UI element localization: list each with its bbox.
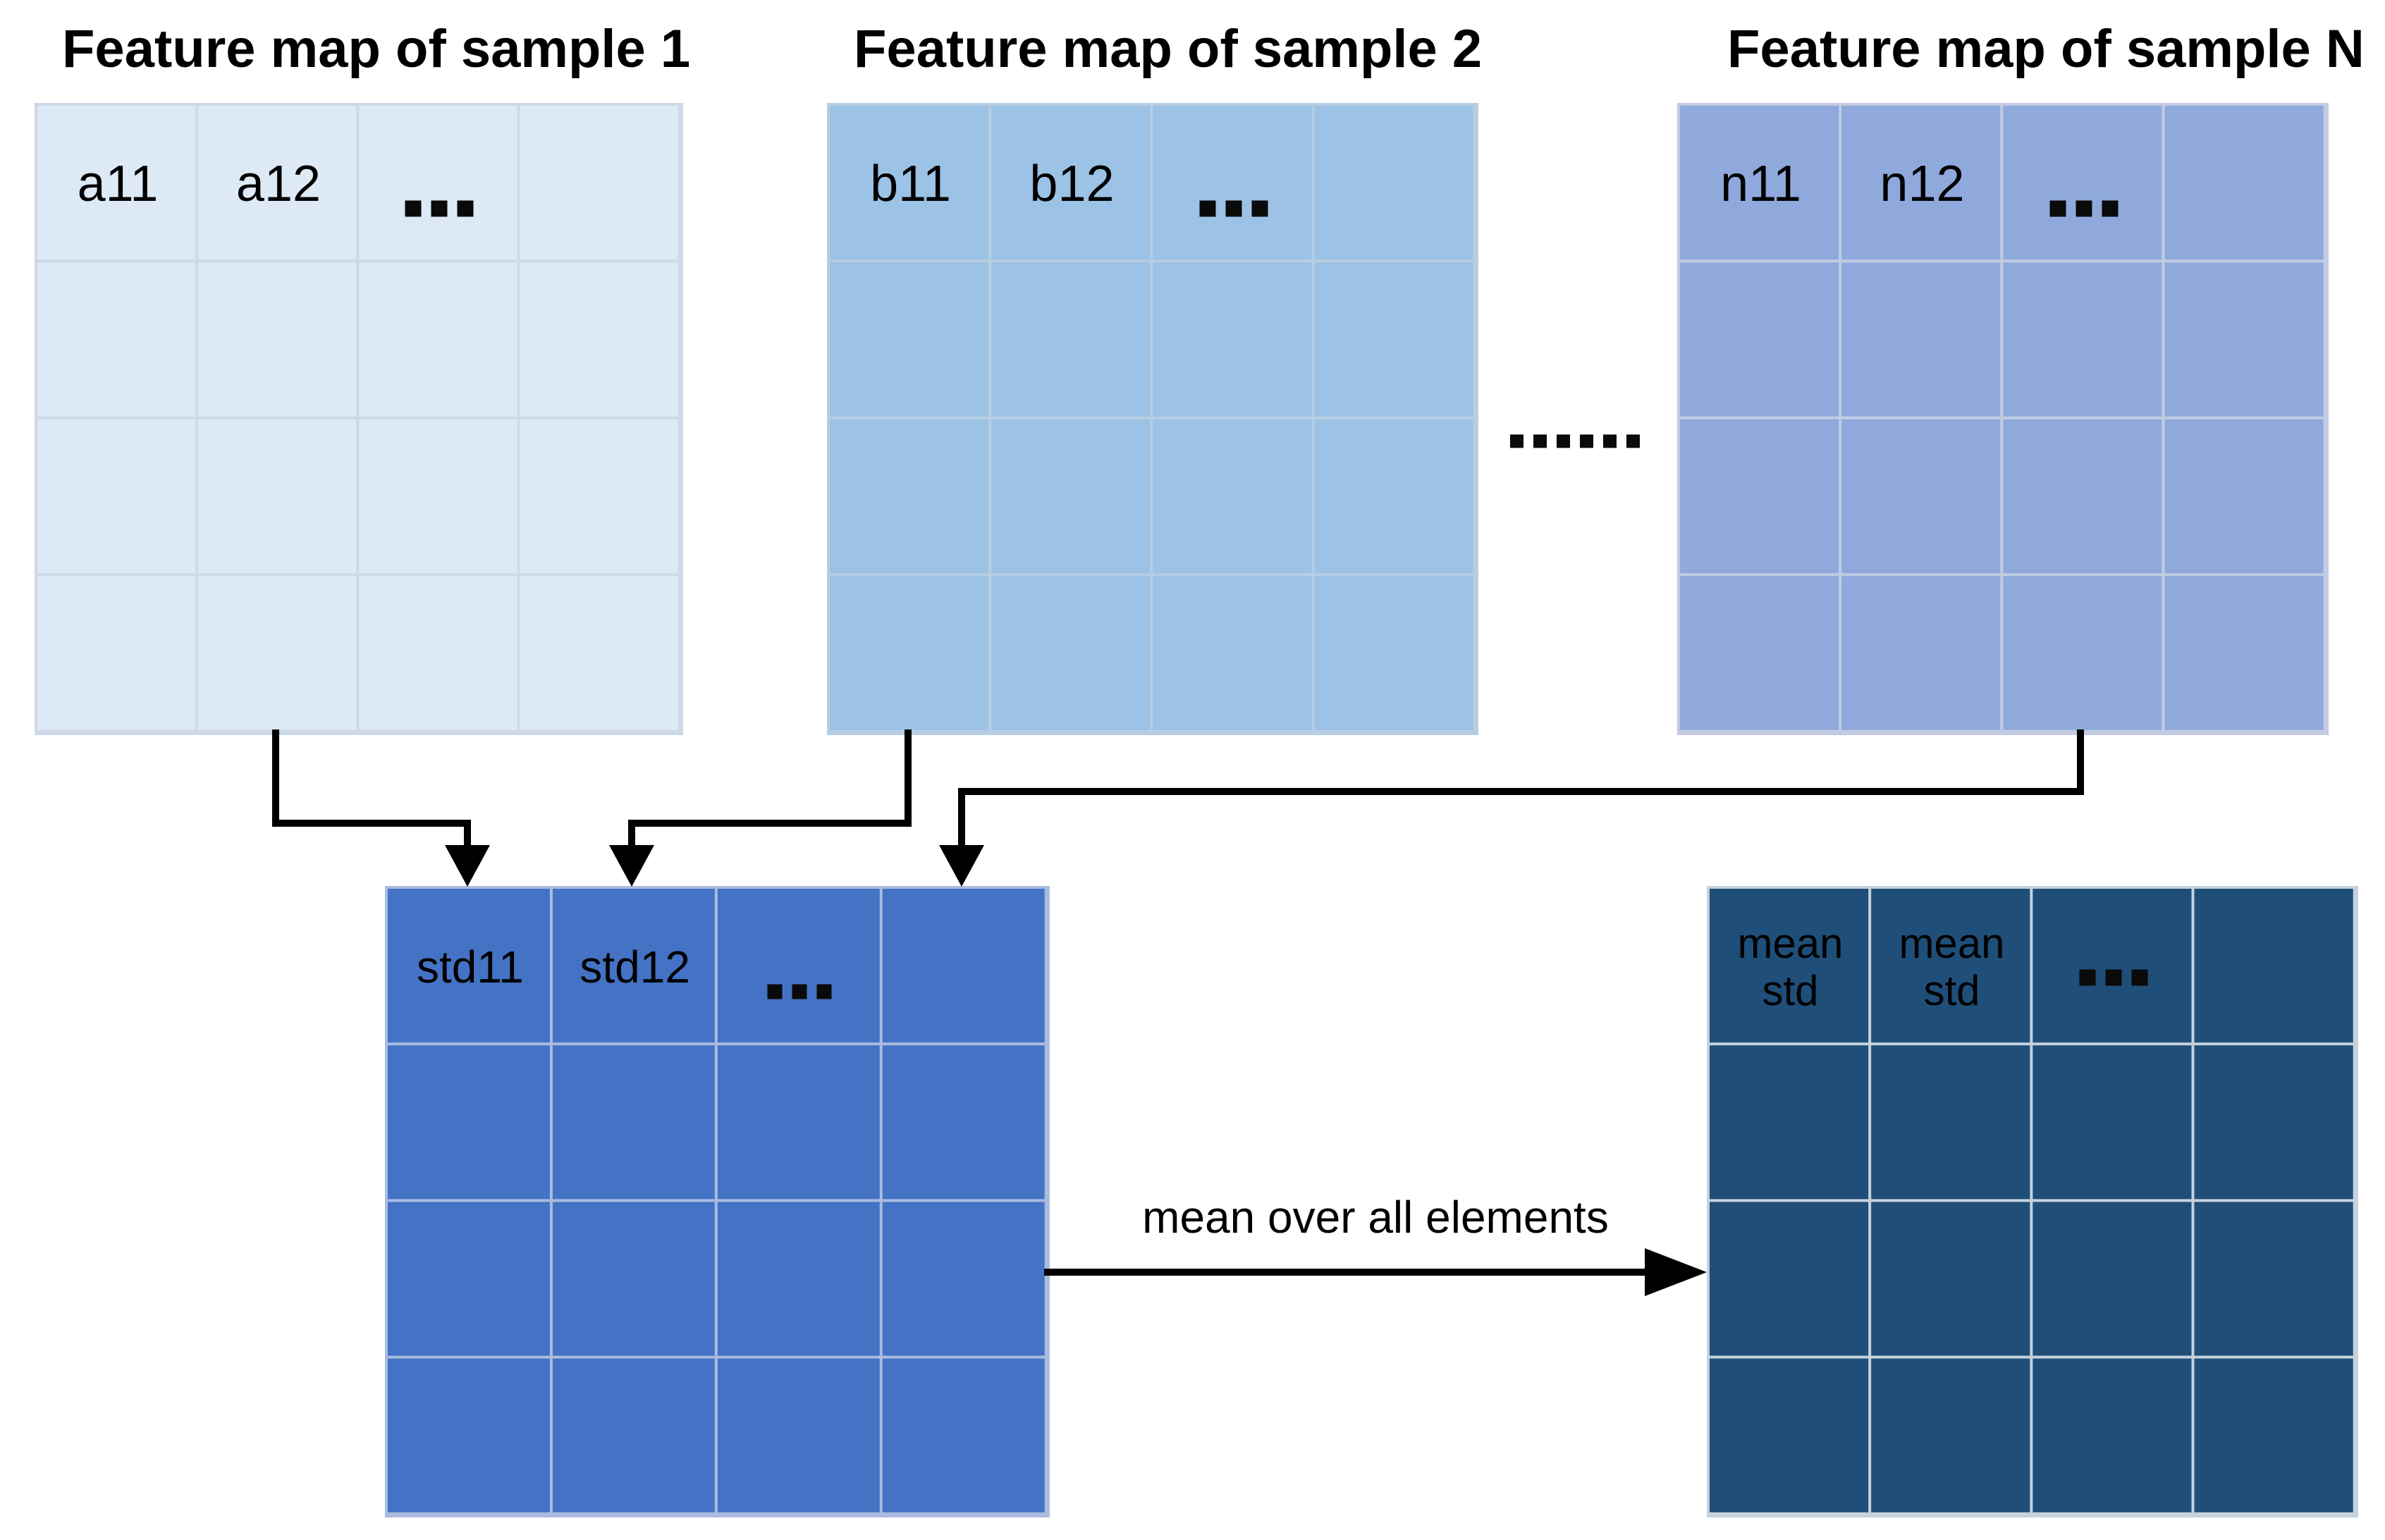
cell-n11: n11 [1720, 156, 1801, 212]
cell-n12: n12 [1880, 156, 1965, 212]
ellipsis-icon [763, 984, 837, 999]
ellipsis-between-samples-icon [1505, 434, 1645, 448]
ellipsis-icon [1194, 200, 1273, 217]
arrow-sampleN-to-std [958, 729, 2084, 850]
mean-std-map-grid: mean std mean std [1707, 886, 2358, 1517]
cell-std12: std12 [580, 942, 690, 992]
ellipsis-icon [2044, 200, 2123, 217]
cell-std11: std11 [416, 942, 524, 992]
arrowhead-icon [1645, 1248, 1707, 1296]
cell-mean-std-2: mean std [1899, 919, 2005, 1014]
arrowhead-icon [445, 845, 490, 887]
cell-a11: a11 [77, 156, 159, 212]
arrowhead-icon [609, 845, 654, 887]
std-map-grid: std11 std12 [385, 886, 1050, 1517]
arrow-sample2-to-std [628, 729, 912, 850]
feature-map-sample-n-grid: n11 n12 [1677, 103, 2329, 735]
cell-mean-std-1: mean std [1737, 919, 1844, 1014]
cell-a12: a12 [235, 156, 321, 212]
cell-b11: b11 [870, 156, 951, 212]
ellipsis-icon [400, 200, 479, 217]
mean-arrow-label: mean over all elements [1142, 1192, 1609, 1243]
arrow-heads [445, 845, 1707, 1296]
feature-map-2-title: Feature map of sample 2 [854, 19, 1483, 79]
feature-map-sample-1-grid: a11 a12 [35, 103, 683, 735]
arrow-sample1-to-std [272, 729, 471, 850]
feature-map-n-title: Feature map of sample N [1727, 19, 2365, 79]
cell-b12: b12 [1029, 156, 1115, 212]
ellipsis-icon [2074, 969, 2152, 986]
feature-map-1-title: Feature map of sample 1 [62, 19, 691, 79]
feature-map-sample-2-grid: b11 b12 [827, 103, 1478, 735]
arrowhead-icon [939, 845, 984, 887]
arrow-lines [272, 729, 2084, 1276]
